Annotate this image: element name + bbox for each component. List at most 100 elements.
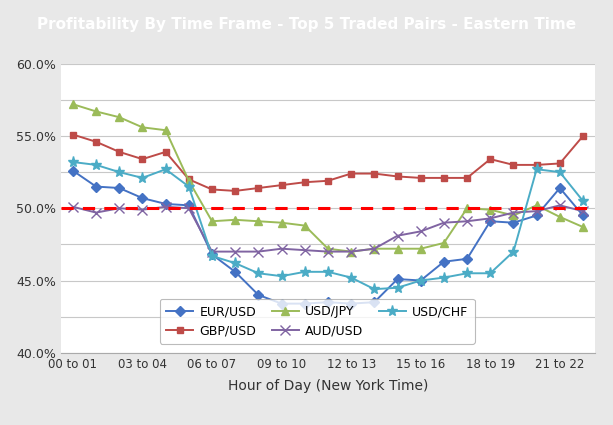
AUD/USD: [185, 206, 192, 211]
GBP/USD: [533, 162, 540, 167]
USD/CHF: [371, 286, 378, 292]
USD/JPY: [208, 219, 216, 224]
AUD/USD: [533, 209, 540, 214]
EUR/USD: [185, 203, 192, 208]
Line: USD/JPY: USD/JPY: [69, 100, 587, 256]
GBP/USD: [301, 180, 308, 185]
AUD/USD: [93, 210, 100, 215]
AUD/USD: [116, 206, 123, 211]
USD/CHF: [463, 271, 471, 276]
USD/CHF: [510, 249, 517, 254]
EUR/USD: [301, 301, 308, 306]
AUD/USD: [255, 249, 262, 254]
USD/CHF: [278, 274, 285, 279]
AUD/USD: [440, 220, 447, 225]
GBP/USD: [556, 161, 563, 166]
GBP/USD: [208, 187, 216, 192]
AUD/USD: [487, 216, 494, 221]
EUR/USD: [463, 256, 471, 261]
AUD/USD: [463, 219, 471, 224]
GBP/USD: [93, 139, 100, 144]
USD/CHF: [556, 170, 563, 175]
USD/JPY: [69, 102, 77, 107]
USD/CHF: [348, 275, 355, 280]
USD/JPY: [348, 249, 355, 254]
EUR/USD: [510, 220, 517, 225]
AUD/USD: [162, 204, 169, 210]
USD/CHF: [579, 198, 587, 204]
USD/JPY: [463, 206, 471, 211]
USD/CHF: [440, 275, 447, 280]
GBP/USD: [185, 177, 192, 182]
USD/JPY: [510, 213, 517, 218]
USD/CHF: [139, 176, 146, 181]
Line: GBP/USD: GBP/USD: [69, 131, 587, 194]
EUR/USD: [324, 300, 332, 305]
GBP/USD: [162, 149, 169, 154]
USD/JPY: [417, 246, 424, 251]
USD/CHF: [185, 184, 192, 189]
AUD/USD: [371, 246, 378, 251]
EUR/USD: [93, 184, 100, 189]
USD/JPY: [232, 217, 239, 222]
USD/CHF: [93, 162, 100, 167]
GBP/USD: [348, 171, 355, 176]
USD/JPY: [185, 178, 192, 183]
Line: AUD/USD: AUD/USD: [68, 201, 588, 256]
USD/JPY: [579, 224, 587, 230]
AUD/USD: [301, 248, 308, 253]
GBP/USD: [510, 162, 517, 167]
AUD/USD: [69, 204, 77, 210]
AUD/USD: [394, 233, 401, 238]
EUR/USD: [139, 196, 146, 201]
EUR/USD: [394, 277, 401, 282]
USD/JPY: [440, 241, 447, 246]
USD/CHF: [116, 170, 123, 175]
GBP/USD: [371, 171, 378, 176]
EUR/USD: [556, 185, 563, 190]
GBP/USD: [139, 156, 146, 162]
GBP/USD: [278, 183, 285, 188]
GBP/USD: [417, 176, 424, 181]
GBP/USD: [324, 178, 332, 183]
USD/CHF: [533, 167, 540, 172]
USD/CHF: [394, 285, 401, 290]
GBP/USD: [394, 174, 401, 179]
USD/JPY: [93, 109, 100, 114]
AUD/USD: [208, 249, 216, 254]
EUR/USD: [116, 185, 123, 190]
Legend: EUR/USD, GBP/USD, USD/JPY, AUD/USD, USD/CHF: EUR/USD, GBP/USD, USD/JPY, AUD/USD, USD/…: [160, 299, 475, 343]
USD/CHF: [69, 159, 77, 164]
EUR/USD: [348, 301, 355, 306]
GBP/USD: [579, 133, 587, 139]
USD/JPY: [371, 246, 378, 251]
USD/JPY: [162, 128, 169, 133]
GBP/USD: [487, 156, 494, 162]
Text: Profitability By Time Frame - Top 5 Traded Pairs - Eastern Time: Profitability By Time Frame - Top 5 Trad…: [37, 17, 576, 32]
EUR/USD: [371, 300, 378, 305]
EUR/USD: [417, 278, 424, 283]
USD/JPY: [278, 220, 285, 225]
AUD/USD: [324, 249, 332, 254]
EUR/USD: [208, 252, 216, 257]
USD/JPY: [556, 214, 563, 219]
USD/JPY: [139, 125, 146, 130]
USD/JPY: [533, 203, 540, 208]
Line: USD/CHF: USD/CHF: [67, 156, 588, 295]
GBP/USD: [440, 176, 447, 181]
AUD/USD: [232, 249, 239, 254]
AUD/USD: [556, 203, 563, 208]
EUR/USD: [162, 201, 169, 207]
USD/JPY: [116, 115, 123, 120]
AUD/USD: [139, 207, 146, 212]
EUR/USD: [440, 259, 447, 264]
EUR/USD: [255, 292, 262, 298]
USD/CHF: [208, 253, 216, 258]
AUD/USD: [579, 209, 587, 214]
USD/CHF: [324, 269, 332, 275]
Line: EUR/USD: EUR/USD: [69, 167, 587, 307]
GBP/USD: [463, 176, 471, 181]
USD/JPY: [487, 207, 494, 212]
GBP/USD: [69, 132, 77, 137]
EUR/USD: [69, 168, 77, 173]
